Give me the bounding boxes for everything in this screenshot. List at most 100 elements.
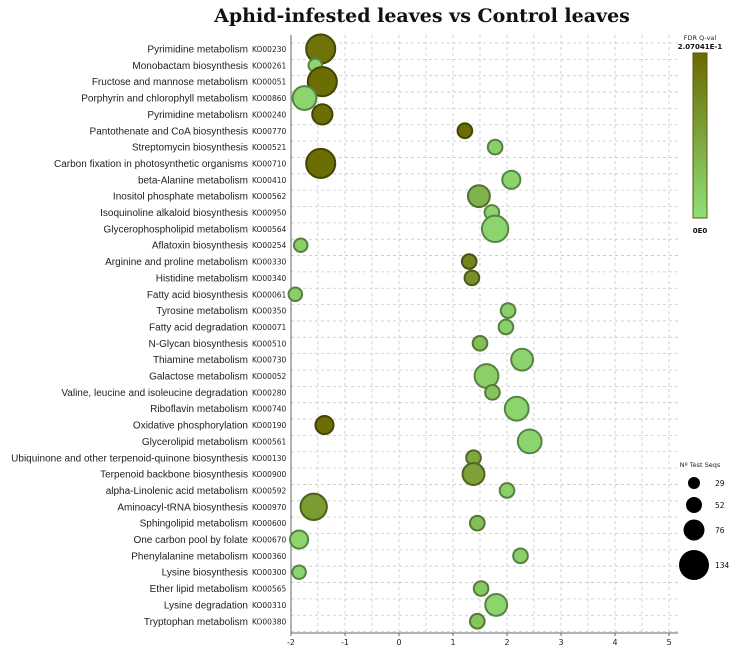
ko-code-label: KO00071 <box>252 323 286 332</box>
pathway-label: Monobactam biosynthesis <box>132 61 248 72</box>
size-legend-circle <box>688 477 700 489</box>
data-point <box>460 253 478 270</box>
pathway-label: Pantothenate and CoA biosynthesis <box>90 126 248 137</box>
x-tick-label: 1 <box>450 638 455 647</box>
color-legend-title: FDR Q-val <box>684 34 717 42</box>
data-point <box>456 122 474 140</box>
x-axis-ticks: -2 -1 0 1 2 3 4 5 <box>287 633 672 647</box>
pathway-label: Glycerophospholipid metabolism <box>103 224 248 235</box>
size-legend-circle <box>679 550 709 580</box>
data-point <box>516 428 543 455</box>
size-legend-circle <box>686 497 702 513</box>
ko-code-label: KO00310 <box>252 601 286 610</box>
pathway-label: Tyrosine metabolism <box>156 306 248 317</box>
ko-code-label: KO00770 <box>252 127 286 136</box>
ko-code-label: KO00254 <box>252 241 286 250</box>
data-point <box>498 482 516 499</box>
size-legend-label: 76 <box>715 526 725 535</box>
data-point <box>292 237 309 253</box>
pathway-label: Sphingolipid metabolism <box>140 519 248 530</box>
color-legend-min-label: 0E0 <box>693 227 708 235</box>
ko-code-label: KO00330 <box>252 258 286 267</box>
pathway-label: Oxidative phosphorylation <box>133 421 248 432</box>
color-legend-gradient-bar <box>692 52 708 219</box>
x-tick-label: 3 <box>558 638 563 647</box>
size-legend-circle <box>683 519 705 541</box>
pathway-label: Carbon fixation in photosynthetic organi… <box>54 159 248 170</box>
pathway-label: Arginine and proline metabolism <box>105 257 248 268</box>
data-point <box>499 302 517 319</box>
size-legend-label: 134 <box>715 561 730 570</box>
pathway-label: Streptomycin biosynthesis <box>132 143 248 154</box>
x-tick-label: 2 <box>504 638 509 647</box>
data-point <box>484 592 509 617</box>
ko-code-label: KO00280 <box>252 388 286 397</box>
pathway-label: Lysine biosynthesis <box>162 568 248 579</box>
data-point <box>501 169 522 190</box>
data-point <box>305 33 337 65</box>
pathway-label: Tryptophan metabolism <box>144 617 248 628</box>
grid-lines <box>291 35 678 633</box>
ko-code-label: KO00130 <box>252 454 286 463</box>
data-point <box>484 384 501 401</box>
ko-code-label: KO00340 <box>252 274 286 283</box>
ko-code-label: KO00561 <box>252 437 286 446</box>
data-point <box>461 462 486 487</box>
ko-code-label: KO00350 <box>252 307 286 316</box>
chart-title: Aphid-infested leaves vs Control leaves <box>213 5 630 27</box>
ko-code-label: KO00360 <box>252 552 286 561</box>
pathway-label: Fatty acid degradation <box>149 322 248 333</box>
data-point <box>471 334 489 352</box>
ko-code-label: KO00564 <box>252 225 286 234</box>
pathway-label: Lysine degradation <box>164 600 248 611</box>
data-point <box>473 363 500 389</box>
data-points <box>287 33 543 630</box>
color-legend: FDR Q-val 2.07041E-1 0E0 <box>678 34 723 235</box>
plot-axes <box>290 35 678 634</box>
pathway-label: Galactose metabolism <box>149 372 248 383</box>
pathway-label: Fatty acid biosynthesis <box>147 290 248 301</box>
x-tick-label: 5 <box>666 638 671 647</box>
size-legend: Nº Test Seqs 29 52 76 134 <box>679 461 730 580</box>
color-legend-max-label: 2.07041E-1 <box>678 43 723 51</box>
ko-code-label: KO00950 <box>252 209 286 218</box>
ko-code-label: KO00710 <box>252 159 286 168</box>
ko-code-label: KO00592 <box>252 486 286 495</box>
pathway-label: Pyrimidine metabolism <box>147 110 248 121</box>
pathway-label: Ubiquinone and other terpenoid-quinone b… <box>11 453 248 464</box>
data-point <box>486 138 504 156</box>
pathway-label: Fructose and mannose metabolism <box>92 77 248 88</box>
ko-code-label: KO00600 <box>252 519 286 528</box>
pathway-label: Pyrimidine metabolism <box>147 45 248 56</box>
pathway-label: alpha-Linolenic acid metabolism <box>106 486 248 497</box>
pathway-label: Aminoacyl-tRNA biosynthesis <box>117 502 248 513</box>
data-point <box>463 269 481 287</box>
ko-code-label: KO00900 <box>252 470 286 479</box>
pathway-label: Phenylalanine metabolism <box>131 551 248 562</box>
ko-code-label: KO00190 <box>252 421 286 430</box>
pathway-label: Thiamine metabolism <box>153 355 248 366</box>
ko-code-label: KO00410 <box>252 176 286 185</box>
data-point <box>480 214 510 244</box>
x-tick-label: 4 <box>612 638 617 647</box>
pathway-label: N-Glycan biosynthesis <box>149 339 248 350</box>
pathway-label: Isoquinoline alkaloid biosynthesis <box>100 208 248 219</box>
ko-code-label: KO00562 <box>252 192 286 201</box>
pathway-label: Aflatoxin biosynthesis <box>152 241 248 252</box>
pathway-label: Terpenoid backbone biosynthesis <box>100 470 248 481</box>
pathway-label: Riboflavin metabolism <box>150 404 248 415</box>
pathway-label: Ether lipid metabolism <box>150 584 248 595</box>
data-point <box>291 85 318 111</box>
ko-code-label: KO00730 <box>252 356 286 365</box>
pathway-label: Valine, leucine and isoleucine degradati… <box>61 388 248 399</box>
data-point <box>468 612 486 630</box>
pathway-label: Porphyrin and chlorophyll metabolism <box>81 94 248 105</box>
pathway-label: Glycerolipid metabolism <box>142 437 248 448</box>
data-point <box>468 514 486 532</box>
x-tick-label: -2 <box>287 638 295 647</box>
ko-code-label: KO00240 <box>252 110 286 119</box>
ko-code-label: KO00052 <box>252 372 286 381</box>
ko-code-label: KO00230 <box>252 45 286 54</box>
data-point <box>466 184 491 209</box>
ko-code-label: KO00510 <box>252 339 286 348</box>
